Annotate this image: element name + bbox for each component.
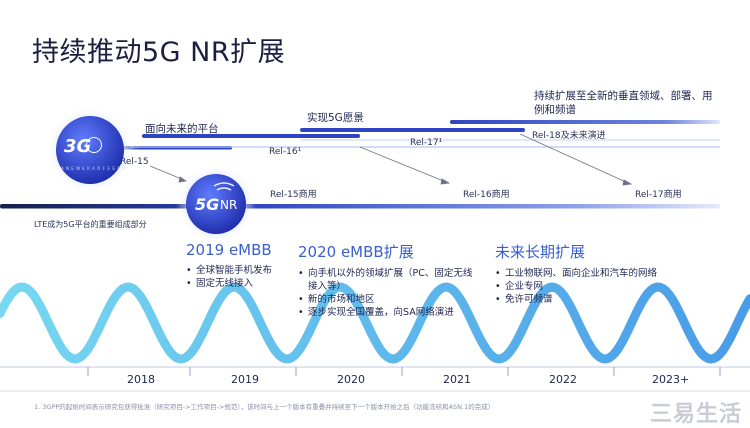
footnote: 1. 3GPP的起始时间表示研究包获得批准（研究项目->工作项目->规范），该时… — [34, 403, 495, 411]
rel16-track — [142, 134, 360, 138]
rel15-label: Rel-15 — [120, 157, 149, 167]
nr-logo-text: NR — [220, 198, 238, 212]
year-label: 2018 — [127, 373, 155, 386]
3gpp-logo-ring-icon — [86, 137, 102, 153]
phase-bullet: 免许可频谱 — [495, 293, 695, 306]
rel15-commercial-label: Rel-15商用 — [270, 190, 317, 200]
phase-bullet: 固定无线接入 — [186, 277, 291, 290]
rel18-label: Rel-18及未来演进 — [532, 131, 606, 141]
phase-bullet: 工业物联网、面向企业和汽车的网络 — [495, 267, 695, 280]
year-label: 2023+ — [652, 373, 690, 386]
rel18-track — [450, 120, 720, 124]
phase-heading: 未来长期扩展 — [495, 243, 586, 261]
wave — [0, 282, 750, 364]
5g-nr-logo-disc — [186, 174, 246, 234]
phase-heading: 2019 eMBB — [186, 241, 272, 259]
label-platform: 面向未来的平台 — [145, 123, 219, 135]
phase-bullet: 企业专网 — [495, 280, 695, 293]
3gpp-logo-subtext: A N E W E R A O F 3 G P P — [61, 166, 125, 171]
label-expand: 持续扩展至全新的垂直领域、部署、用例和频谱 — [534, 90, 713, 116]
5g-logo-text: 5G — [195, 195, 220, 214]
phase-future: 未来长期扩展 工业物联网、面向企业和汽车的网络 企业专网 免许可频谱 — [495, 241, 695, 306]
year-label: 2022 — [549, 373, 577, 386]
phase-2019: 2019 eMBB 全球智能手机发布 固定无线接入 — [186, 241, 291, 290]
rel16-label: Rel-16¹ — [269, 147, 302, 157]
rel16-commercial-label: Rel-16商用 — [463, 190, 510, 200]
phase-bullet: 逐步实现全国覆盖，向SA网络演进 — [298, 306, 480, 319]
lte-note: LTE成为5G平台的重要组成部分 — [34, 220, 147, 229]
watermark-logo: 三易生活 — [649, 402, 742, 427]
phase-2020: 2020 eMBB扩展 向手机以外的领域扩展（PC、固定无线接入等） 新的市场和… — [298, 241, 480, 319]
phase-heading: 2020 eMBB扩展 — [298, 243, 414, 261]
year-label: 2020 — [337, 373, 365, 386]
phase-bullet: 全球智能手机发布 — [186, 264, 291, 277]
rel17-commercial-label: Rel-17商用 — [635, 190, 682, 200]
label-vision: 实现5G愿景 — [307, 112, 364, 124]
rel17-track — [300, 128, 525, 132]
commercial-track — [0, 204, 720, 209]
phase-bullet: 向手机以外的领域扩展（PC、固定无线接入等） — [298, 267, 480, 293]
year-label: 2019 — [231, 373, 259, 386]
3gpp-logo-text: 3G — [64, 136, 92, 157]
phase-bullet: 新的市场和地区 — [298, 293, 480, 306]
rel17-label: Rel-17¹ — [410, 138, 443, 148]
year-label: 2021 — [443, 373, 471, 386]
page-title: 持续推动5G NR扩展 — [32, 37, 286, 68]
